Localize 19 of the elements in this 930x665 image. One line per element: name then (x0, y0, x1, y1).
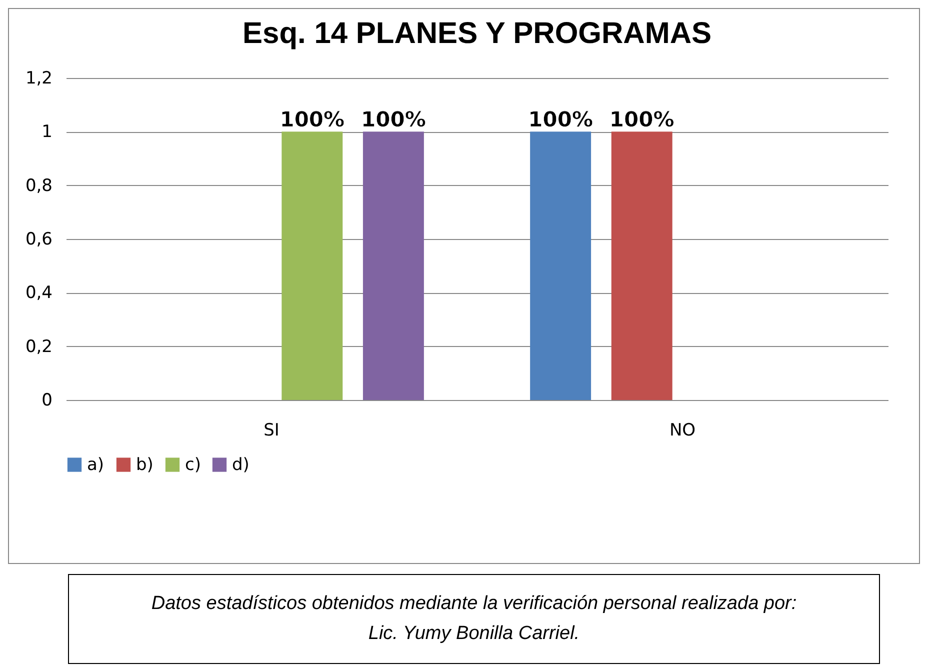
y-tick-label: 0,6 (25, 230, 52, 250)
y-tick-label: 1 (42, 122, 52, 142)
legend-label: b) (136, 454, 154, 475)
y-tick-label: 1,2 (25, 68, 52, 88)
legend-label: a) (87, 454, 104, 475)
data-label: 100% (280, 108, 345, 132)
y-tick-label: 0,8 (25, 176, 52, 196)
x-tick-label: SI (264, 420, 280, 440)
text: Datos estadísticos obtenidos mediante la verificación personal realizada por: Lic. Yumy Bonilla Carriel. (68, 574, 880, 664)
data-label: 100% (361, 108, 426, 132)
data-label: 100% (528, 108, 593, 132)
y-tick-label: 0 (42, 390, 52, 410)
chart-title: Esq. 14 PLANES Y PROGRAMAS (242, 17, 712, 50)
y-tick-label: 0,2 (25, 336, 52, 357)
data-label: 100% (609, 108, 674, 132)
legend-label: d) (232, 454, 250, 475)
legend-label: c) (185, 454, 201, 475)
y-tick-label: 0,4 (25, 283, 52, 304)
x-tick-label: NO (669, 420, 696, 440)
